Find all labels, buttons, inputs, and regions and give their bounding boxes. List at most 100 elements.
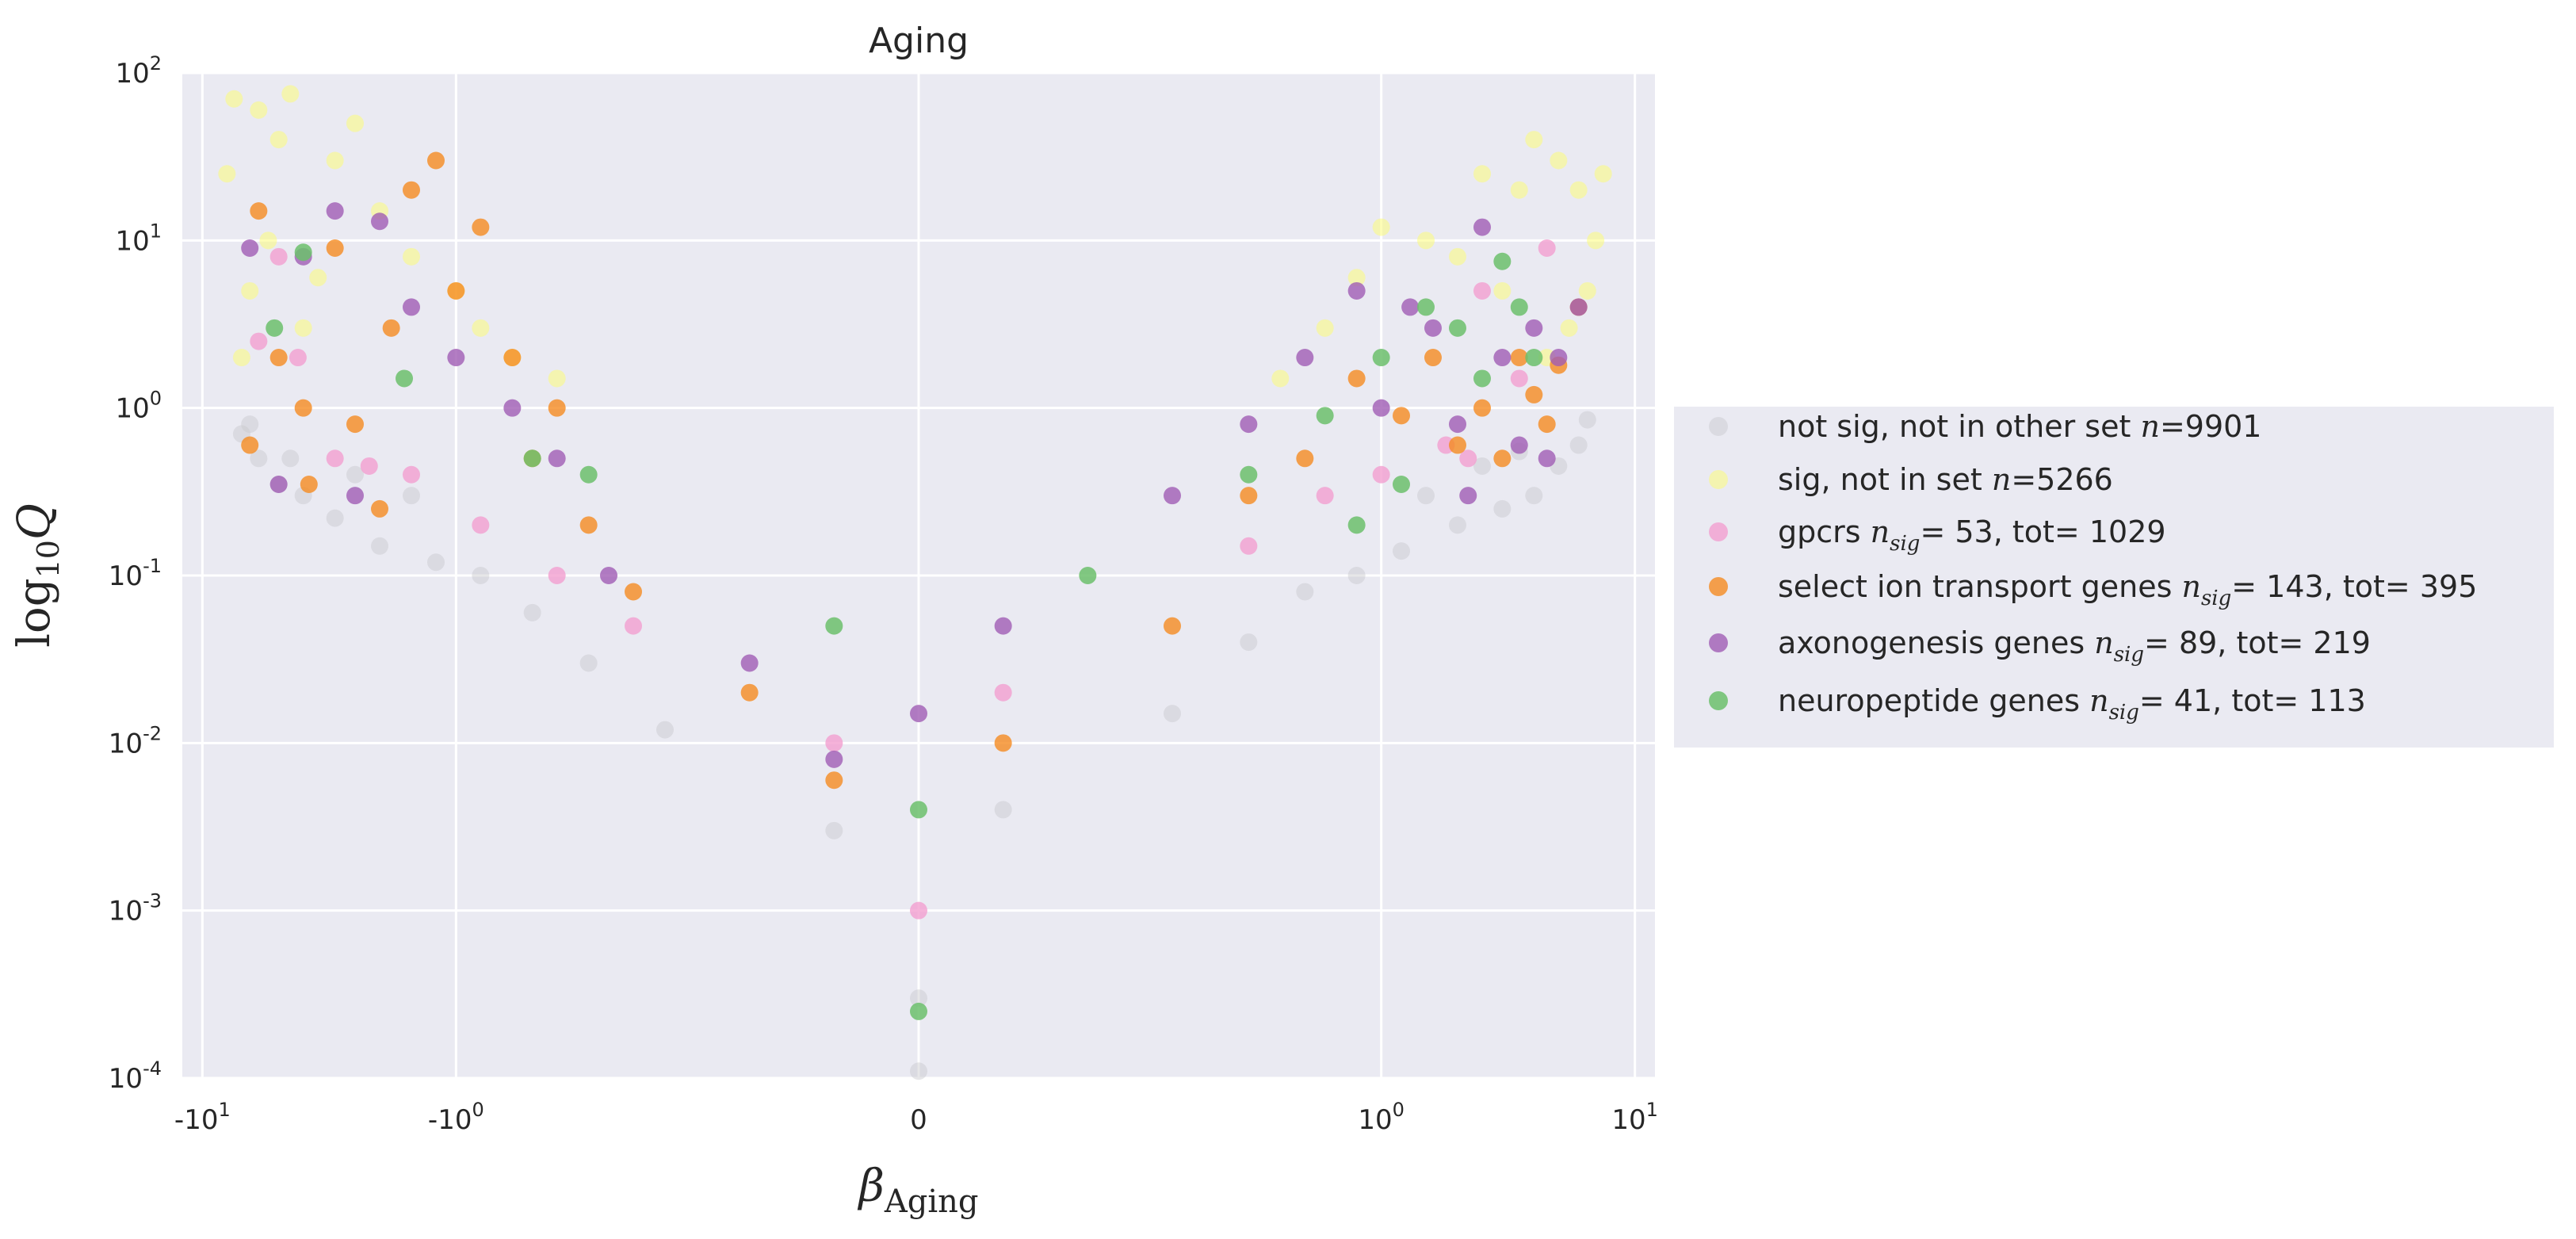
scatter-point [548,399,566,417]
scatter-point [1448,415,1466,434]
legend-stat-subscript: sig [2109,701,2139,725]
legend-series-name: axonogenesis genes [1778,625,2094,660]
y-tick-base: 10 [109,728,143,759]
y-tick-exponent: 2 [150,52,162,75]
scatter-point [250,332,268,350]
scatter-point [579,516,598,534]
scatter-point [1594,165,1612,183]
scatter-point [241,239,259,258]
scatter-point [1525,385,1543,403]
x-tick-base: -10 [428,1104,472,1136]
y-tick-exponent: -3 [143,890,162,912]
scatter-point [326,202,344,220]
legend-marker [1709,522,1728,541]
scatter-point [625,617,643,635]
scatter-point [1569,181,1588,199]
scatter-point [1560,319,1578,337]
scatter-point [1538,449,1556,468]
y-tick-label: 10-2 [109,722,162,759]
legend-stat-text: =9901 [2160,409,2262,444]
legend-stat-symbol: n [2140,409,2159,444]
x-tick-exponent: 0 [1393,1099,1405,1121]
scatter-point [1459,487,1477,505]
scatter-point [1569,298,1588,316]
scatter-point [396,369,414,388]
scatter-point [346,415,364,434]
scatter-point [1538,239,1556,258]
legend-stat-symbol: n [2089,683,2108,718]
legend-marker [1709,470,1728,489]
scatter-point [326,449,344,468]
scatter-point [1417,487,1435,505]
scatter-point [1296,349,1314,367]
scatter-point [1587,231,1605,250]
scatter-point [294,319,312,337]
scatter-point [1372,399,1390,417]
legend-stat-text: =5266 [2011,462,2113,497]
scatter-point [259,231,277,250]
y-tick-exponent: 1 [150,220,162,242]
scatter-point [472,567,490,584]
scatter-point [1347,369,1366,388]
series-group [241,202,1588,768]
scatter-point [523,449,541,468]
x-tick-labels: -101 -100 0 100 101 [174,1099,1658,1136]
scatter-point [1316,407,1334,425]
scatter-point [600,567,618,584]
y-tick-base: 10 [109,896,143,927]
scatter-point [371,499,389,518]
scatter-point [910,1062,927,1080]
scatter-point [1459,449,1477,468]
x-tick-exponent: 1 [218,1099,230,1121]
legend-stat-text: = 41, tot= 113 [2139,683,2366,718]
x-tick-base: 0 [910,1104,927,1136]
scatter-point [1347,516,1366,534]
x-tick-label: 101 [1611,1099,1658,1136]
scatter-point [1271,369,1290,388]
legend-marker [1709,577,1728,596]
legend-entry: axonogenesis genes nsig= 89, tot= 219 [1778,625,2371,667]
x-tick-base: 10 [1358,1104,1392,1136]
x-tick-exponent: 1 [1646,1099,1658,1121]
scatter-point [294,243,312,262]
y-tick-label: 100 [115,388,162,425]
series-group [250,239,1556,920]
scatter-point [1240,487,1258,505]
scatter-point [1164,705,1182,723]
legend-stat-subscript: sig [2114,643,2144,667]
scatter-point [548,449,566,468]
scatter-point [1296,449,1314,468]
y-tick-exponent: 0 [150,388,162,410]
scatter-point [1525,349,1543,367]
scatter-point [1240,415,1258,434]
series-group [232,411,1596,1080]
scatter-point [1392,476,1410,494]
scatter-point [1417,298,1435,316]
scatter-point [625,583,643,601]
scatter-point [1448,516,1466,534]
legend-stat-text: = 143, tot= 395 [2231,569,2477,604]
scatter-point [1473,399,1492,417]
y-tick-base: 10 [115,58,149,90]
scatter-point [523,603,541,621]
scatter-point [1448,319,1466,337]
scatter-point [1578,281,1596,300]
x-tick-label: 0 [910,1104,927,1136]
legend-stat-symbol: n [1871,514,1890,549]
scatter-point [269,476,288,494]
scatter-point [1424,349,1442,367]
legend-stat-symbol: n [1992,462,2011,497]
legend-series-name: gpcrs [1778,514,1871,549]
y-axis-subscript: 10 [31,540,66,578]
y-tick-exponent: -1 [143,555,162,577]
legend-series-name: not sig, not in other set [1778,409,2140,444]
scatter-point [740,683,759,702]
legend-stat-subscript: sig [1890,532,1920,556]
scatter-point [1578,411,1596,429]
x-tick-base: 10 [1611,1104,1645,1136]
scatter-point [309,269,327,287]
scatter-point [1164,617,1182,635]
scatter-point [579,654,598,672]
y-axis-symbol: Q [9,503,60,540]
scatter-point [360,457,378,475]
